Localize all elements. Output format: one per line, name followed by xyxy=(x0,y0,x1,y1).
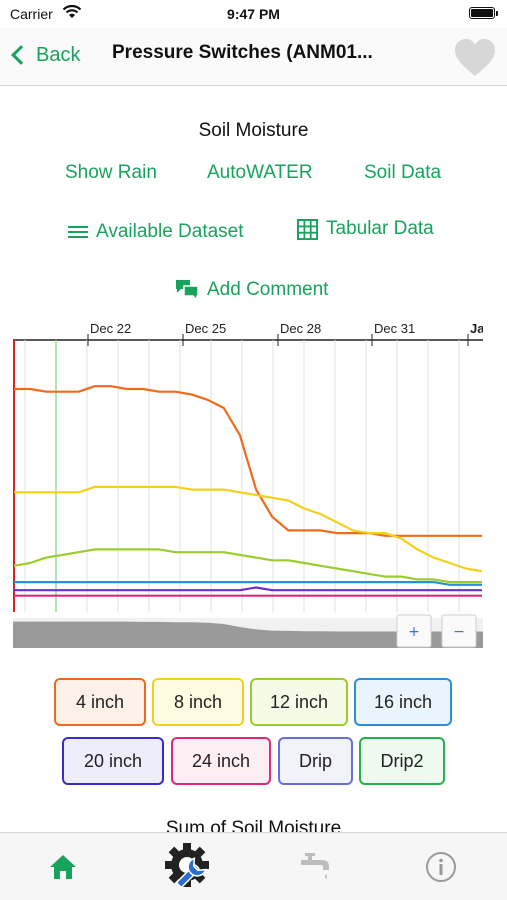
autowater-label: AutoWATER xyxy=(207,162,313,183)
page-title: Pressure Switches (ANM01... xyxy=(112,42,373,63)
back-button[interactable]: Back xyxy=(10,40,80,70)
x-tick-label: Jan xyxy=(470,321,483,336)
list-icon xyxy=(68,226,88,238)
home-icon xyxy=(50,855,76,879)
show-rain-link[interactable]: Show Rain xyxy=(65,162,157,184)
legend-button-drip2[interactable]: Drip2 xyxy=(359,737,445,785)
tab-faucet[interactable] xyxy=(252,833,378,900)
nav-bar: Back Pressure Switches (ANM01... xyxy=(0,28,507,86)
x-tick-label: Dec 31 xyxy=(374,321,415,336)
available-dataset-link[interactable]: Available Dataset xyxy=(68,221,244,243)
legend-button-12-inch[interactable]: 12 inch xyxy=(250,678,348,726)
chevron-left-icon xyxy=(11,45,31,65)
tab-info[interactable] xyxy=(378,833,504,900)
legend-button-20-inch[interactable]: 20 inch xyxy=(62,737,164,785)
zoom-in-button[interactable] xyxy=(396,614,432,648)
soil-data-label: Soil Data xyxy=(364,162,442,183)
legend-button-drip[interactable]: Drip xyxy=(278,737,353,785)
x-tick-label: Dec 28 xyxy=(280,321,321,336)
settings-wrench-icon xyxy=(165,843,209,888)
legend-button-24-inch[interactable]: 24 inch xyxy=(171,737,271,785)
x-tick-label: Dec 25 xyxy=(185,321,226,336)
soil-moisture-chart[interactable]: Dec 22 Dec 25 Dec 28 Dec 31 Jan + − xyxy=(13,318,483,652)
tab-home[interactable] xyxy=(0,833,126,900)
legend-button-16-inch[interactable]: 16 inch xyxy=(354,678,452,726)
tab-settings[interactable] xyxy=(126,833,252,900)
legend-button-8-inch[interactable]: 8 inch xyxy=(152,678,244,726)
show-rain-label: Show Rain xyxy=(65,162,157,183)
x-tick-label: Dec 22 xyxy=(90,321,131,336)
wifi-icon xyxy=(62,4,82,18)
series-line-3 xyxy=(14,581,482,586)
table-grid-icon xyxy=(297,218,318,240)
status-time: 9:47 PM xyxy=(227,6,280,22)
series-line-1 xyxy=(14,485,483,573)
info-icon xyxy=(426,852,456,882)
chart-canvas[interactable]: Dec 22 Dec 25 Dec 28 Dec 31 Jan + − xyxy=(13,318,483,652)
autowater-link[interactable]: AutoWATER xyxy=(207,162,313,184)
add-comment-label: Add Comment xyxy=(207,279,329,300)
comments-icon xyxy=(176,280,199,301)
faucet-icon xyxy=(301,853,329,879)
tabular-data-label: Tabular Data xyxy=(326,218,434,239)
zoom-out-button[interactable] xyxy=(441,614,477,648)
series-line-4 xyxy=(14,586,482,592)
heart-icon[interactable] xyxy=(453,38,497,78)
tabular-data-link[interactable]: Tabular Data xyxy=(297,218,434,240)
zoom-out-button-label: − xyxy=(453,624,465,640)
back-label: Back xyxy=(36,43,81,66)
add-comment-link[interactable]: Add Comment xyxy=(175,279,328,301)
series-line-0 xyxy=(14,385,482,537)
soil-data-link[interactable]: Soil Data xyxy=(364,162,441,184)
battery-icon xyxy=(469,7,498,19)
series-line-2 xyxy=(13,548,482,584)
status-bar: Carrier 9:47 PM xyxy=(0,0,507,28)
zoom-in-button-label: + xyxy=(408,624,420,640)
legend-button-4-inch[interactable]: 4 inch xyxy=(54,678,146,726)
overview-area xyxy=(13,621,483,648)
tab-bar xyxy=(0,832,507,900)
section-title: Soil Moisture xyxy=(198,120,309,141)
carrier-label: Carrier xyxy=(10,6,53,22)
available-dataset-label: Available Dataset xyxy=(96,221,244,242)
